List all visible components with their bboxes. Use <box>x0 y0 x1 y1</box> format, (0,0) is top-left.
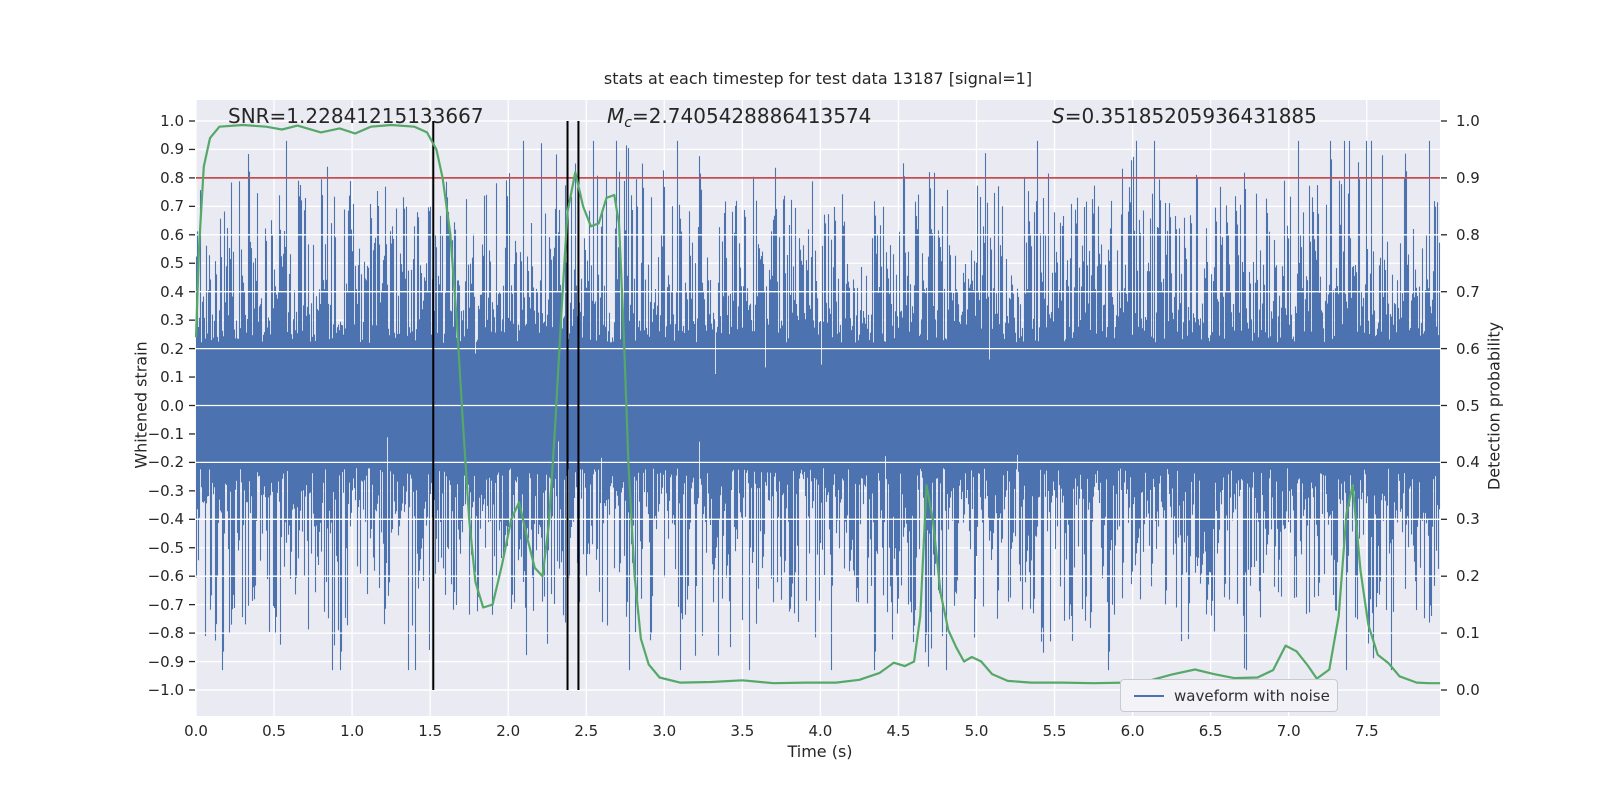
y-left-tick-label: 0.7 <box>160 197 184 216</box>
annotation-s-value: =0.35185205936431885 <box>1064 104 1317 128</box>
x-tick-label: 3.0 <box>652 722 677 740</box>
x-tick-label: 5.0 <box>964 722 989 740</box>
x-tick-label: 5.5 <box>1042 722 1067 740</box>
y-right-tick-label: 1.0 <box>1456 112 1480 130</box>
annotation-snr-text: SNR=1.22841215133667 <box>228 104 484 128</box>
y-right-tick-label: 0.3 <box>1456 510 1480 529</box>
y-left-tick-label: −0.6 <box>147 567 184 586</box>
y-left-tick-label: −0.9 <box>147 652 184 671</box>
y-left-tick-label: 0.9 <box>160 140 184 159</box>
x-tick-label: 4.0 <box>808 722 833 740</box>
y-left-tick-label: 0.0 <box>160 396 184 415</box>
x-tick-label: 0.5 <box>262 722 286 740</box>
detection-probability-line <box>194 123 1441 685</box>
y-right-tick-label: 0.1 <box>1456 624 1480 643</box>
y-right-tick-label: 0.5 <box>1456 396 1480 415</box>
annotation-mc-value: =2.7405428886413574 <box>631 104 872 128</box>
y-right-tick-label: 0.2 <box>1456 567 1480 586</box>
x-tick-label: 6.5 <box>1198 722 1223 740</box>
y-left-tick-label: 0.6 <box>160 225 184 244</box>
annotation-s-statistic: S=0.35185205936431885 <box>1052 104 1317 128</box>
y-left-tick-label: 0.3 <box>160 311 184 330</box>
y-left-tick-label: −0.8 <box>147 624 184 643</box>
axis-tick-marks <box>189 120 1447 691</box>
annotation-snr: SNR=1.22841215133667 <box>228 104 484 128</box>
x-tick-label: 1.5 <box>418 722 443 740</box>
x-tick-label: 1.0 <box>340 722 365 740</box>
y-left-tick-label: −0.4 <box>147 510 184 529</box>
y-right-tick-label: 0.0 <box>1456 681 1480 699</box>
legend: waveform with noise <box>1120 679 1338 712</box>
y-left-tick-label: −0.5 <box>147 538 184 557</box>
x-tick-label: 4.5 <box>886 722 911 740</box>
annotation-mc-symbol: M <box>607 104 625 128</box>
y-left-tick-label: 1.0 <box>160 112 184 130</box>
annotation-mc-subscript: c <box>624 115 632 131</box>
y-left-tick-label: 0.2 <box>160 339 184 358</box>
chart-title: stats at each timestep for test data 131… <box>603 69 1033 88</box>
annotation-chirp-mass: Mc=2.7405428886413574 <box>607 104 871 131</box>
legend-line-swatch-icon <box>1134 694 1164 697</box>
y-left-tick-label: −0.7 <box>147 595 184 614</box>
x-tick-label: 2.5 <box>574 722 599 740</box>
waveform-series <box>195 140 1441 671</box>
y-left-tick-label: −1.0 <box>147 681 184 699</box>
y-right-tick-label: 0.7 <box>1456 282 1480 301</box>
y-axis-label-right: Detection probability <box>1484 321 1504 491</box>
y-left-tick-label: 0.5 <box>160 254 184 273</box>
x-tick-label: 6.0 <box>1120 722 1145 740</box>
y-left-tick-label: 0.1 <box>160 368 184 387</box>
x-tick-label: 0.0 <box>184 722 208 740</box>
y-right-tick-label: 0.8 <box>1456 225 1480 244</box>
annotation-s-symbol: S <box>1052 104 1065 128</box>
y-right-tick-label: 0.6 <box>1456 339 1480 358</box>
y-left-tick-label: 0.4 <box>160 282 184 301</box>
x-tick-label: 2.0 <box>496 722 521 740</box>
y-right-tick-label: 0.9 <box>1456 168 1480 187</box>
legend-label: waveform with noise <box>1174 686 1330 705</box>
x-tick-label: 7.5 <box>1354 722 1379 740</box>
y-left-tick-label: −0.1 <box>147 424 184 443</box>
y-left-tick-label: 0.8 <box>160 168 184 187</box>
y-right-tick-label: 0.4 <box>1456 453 1480 472</box>
x-tick-label: 7.0 <box>1276 722 1301 740</box>
x-axis-label: Time (s) <box>787 742 853 761</box>
y-left-tick-label: −0.2 <box>147 453 184 472</box>
y-left-tick-label: −0.3 <box>147 481 184 500</box>
x-tick-label: 3.5 <box>730 722 755 740</box>
